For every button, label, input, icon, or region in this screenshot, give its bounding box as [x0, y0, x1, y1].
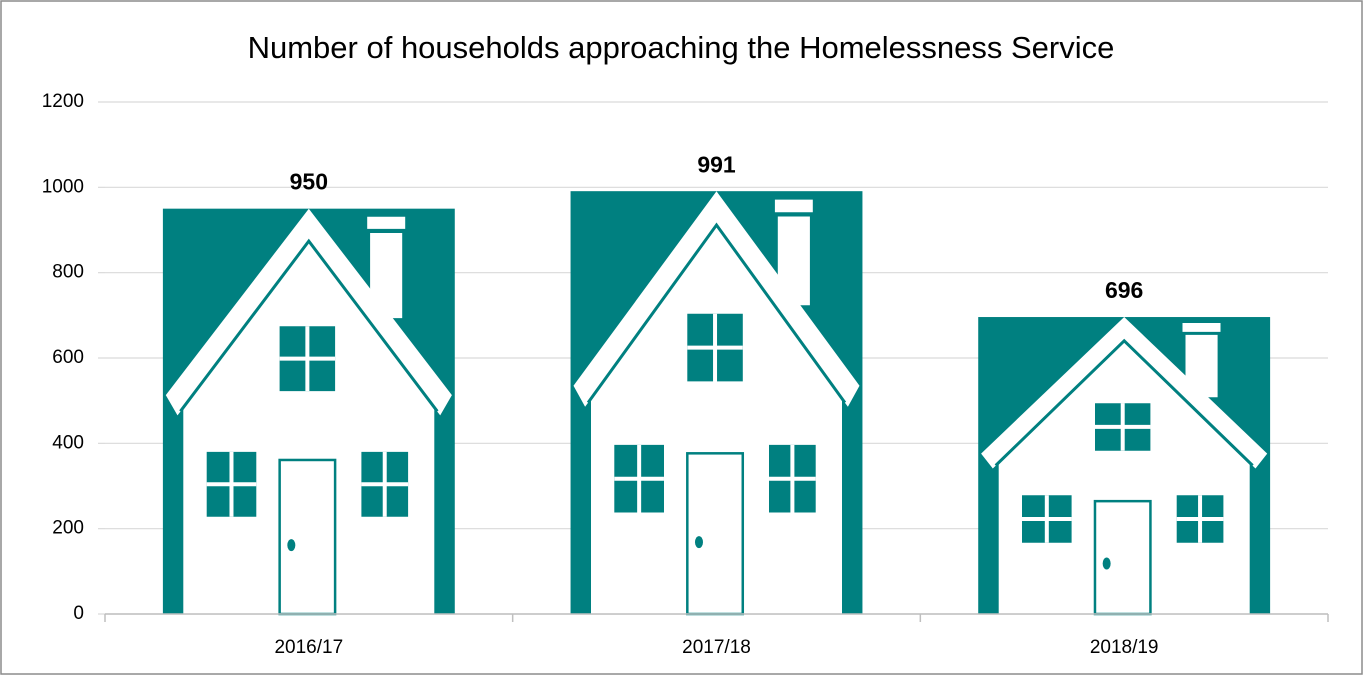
y-tick-label: 800: [52, 262, 84, 283]
y-tick-label: 400: [52, 432, 84, 453]
value-label: 696: [1105, 277, 1143, 303]
house-body: [998, 340, 1250, 614]
axis: 0 200 400 600 800 1000 1200 2016/17 2017/18 2018/…: [42, 91, 1329, 658]
value-label: 991: [697, 151, 736, 177]
chimney-cap: [367, 216, 406, 229]
door-knob: [287, 539, 296, 552]
x-tick-label: 2018/19: [1090, 637, 1159, 658]
y-tick-label: 0: [73, 603, 84, 624]
y-tick-label: 1000: [42, 176, 84, 197]
value-label: 950: [290, 169, 328, 195]
chimney-cap: [1182, 323, 1221, 332]
house-icon: [981, 317, 1268, 616]
door: [686, 452, 745, 616]
door: [278, 458, 337, 616]
roof-line: [179, 238, 439, 413]
house-icon: [573, 191, 860, 616]
bars: 950 991 696: [162, 151, 1271, 616]
door: [1093, 499, 1152, 616]
house-body: [591, 225, 842, 614]
chimney: [1185, 334, 1218, 398]
chimney: [777, 216, 810, 306]
roof-line: [994, 338, 1254, 467]
x-tick-label: 2017/18: [682, 637, 751, 658]
house-icon: [165, 208, 452, 616]
chart-title: Number of households approaching the Hom…: [248, 30, 1115, 65]
x-tick-label: 2016/17: [274, 637, 343, 658]
door-knob: [694, 536, 703, 549]
roof-line: [586, 222, 847, 404]
y-tick-label: 200: [52, 518, 84, 539]
y-tick-label: 600: [52, 347, 84, 368]
door-knob: [1102, 557, 1111, 570]
y-tick-label: 1200: [42, 91, 84, 112]
chimney-cap: [774, 199, 813, 213]
chimney: [370, 233, 403, 319]
house-body: [183, 241, 435, 614]
